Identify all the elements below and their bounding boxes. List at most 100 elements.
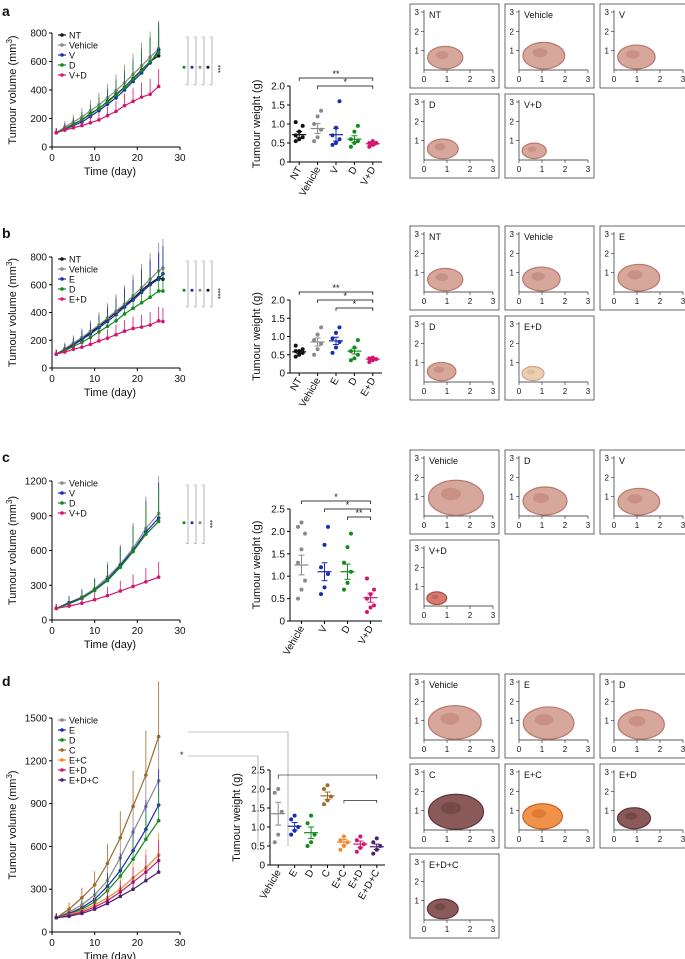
y-tick-label: 0 (41, 928, 47, 939)
ruler-y-label: 2 (510, 339, 515, 348)
weight-point (337, 325, 342, 330)
data-point (54, 915, 59, 920)
data-point (118, 565, 123, 570)
weight-point (299, 547, 304, 552)
weight-point (309, 840, 314, 845)
tumour-shading (441, 487, 461, 501)
data-point (131, 99, 135, 104)
ruler-x-label: 1 (445, 521, 450, 530)
y-axis-label: Tumour volume (mm3) (5, 258, 19, 367)
category-label: V (329, 165, 342, 177)
volume-chart: 0 300 600 900 1200 0 10 20 30 Time (day) Tumour vo… (5, 476, 213, 651)
tumour-photo: 0 1 1 2 2 3 3 E+D+C (409, 853, 500, 939)
photo-label: Vehicle (429, 680, 458, 690)
tumour-photo: 0 1 1 2 2 3 3 V+D (504, 93, 595, 179)
data-point (131, 549, 135, 554)
weight-point (345, 580, 350, 585)
weight-point (326, 524, 330, 529)
data-point (80, 345, 84, 349)
ruler-x-label: 2 (468, 387, 473, 396)
ruler-x-label: 1 (445, 297, 450, 306)
data-point (156, 54, 161, 58)
weight-point (272, 840, 277, 845)
x-tick-label: 20 (132, 153, 144, 164)
x-tick-label: 20 (132, 626, 144, 637)
ruler-x-label: 1 (445, 611, 450, 620)
data-point (105, 578, 110, 583)
photo-label: V (619, 10, 625, 20)
ruler-y-label: 2 (510, 473, 515, 482)
ruler-y-label: 1 (605, 47, 610, 56)
ruler-x-label: 0 (517, 297, 522, 306)
y-tick-label: 1.0 (271, 332, 285, 343)
sig-label: * (334, 492, 338, 502)
weight-point (319, 341, 324, 346)
ruler-x-label: 1 (540, 297, 545, 306)
category-label: E (287, 868, 300, 880)
weight-point (354, 838, 359, 843)
data-point (131, 306, 135, 311)
y-tick-label: 1.0 (271, 120, 285, 131)
weight-point (293, 139, 298, 144)
x-tick-label: 0 (49, 938, 55, 949)
weight-point (272, 790, 277, 795)
weight-point (293, 133, 298, 138)
weight-point (300, 123, 305, 128)
data-point (71, 125, 76, 130)
tumour-shading (433, 366, 445, 373)
ruler-x-label: 0 (517, 75, 522, 84)
weight-point (325, 783, 330, 788)
weight-point (289, 832, 294, 837)
weight-point (305, 844, 310, 848)
legend-marker (60, 481, 64, 485)
weight-point (337, 137, 342, 142)
sig-dot (190, 288, 194, 292)
ruler-y-label: 1 (415, 269, 420, 278)
photo-label: V+D (524, 100, 542, 110)
data-point (63, 350, 67, 354)
x-axis-label: Time (day) (84, 951, 136, 959)
y-tick-label: 0 (279, 617, 285, 628)
ruler-y-label: 3 (605, 678, 610, 687)
data-point (114, 319, 118, 323)
tumour-photo: 0 1 1 2 2 3 3 NT (409, 3, 500, 89)
weight-point (352, 356, 357, 361)
ruler-x-label: 0 (612, 835, 617, 844)
ruler-x-label: 0 (612, 297, 617, 306)
tumour-photo: 0 1 1 2 2 3 3 V+D (409, 539, 500, 625)
legend-marker (60, 287, 64, 291)
weight-point (348, 144, 353, 149)
legend-label: E (69, 275, 75, 285)
ruler-x-label: 2 (563, 521, 568, 530)
tumour-shading (434, 903, 446, 911)
ruler-y-label: 2 (605, 787, 610, 796)
ruler-x-label: 1 (540, 835, 545, 844)
data-point (131, 857, 135, 862)
legend-marker (60, 297, 64, 301)
legend-marker (60, 758, 64, 762)
tumour-sample (522, 266, 561, 292)
y-axis-label-sup: 3 (5, 774, 14, 779)
legend-label: E+C (69, 756, 87, 766)
y-axis-label: Tumour weight (g) (231, 773, 243, 862)
ruler-x-label: 3 (491, 745, 496, 754)
weight-point (293, 354, 298, 359)
data-point (139, 68, 144, 73)
tumour-photo: 0 1 1 2 2 3 3 Vehicle (409, 673, 500, 759)
ruler-y-label: 1 (510, 717, 515, 726)
data-point (105, 324, 110, 329)
y-tick-label: 900 (30, 511, 47, 522)
legend-marker (60, 738, 64, 742)
sig-bracket (186, 36, 189, 85)
data-point (92, 597, 97, 602)
weight-point (312, 122, 317, 126)
photo-label: E+D (524, 322, 542, 332)
